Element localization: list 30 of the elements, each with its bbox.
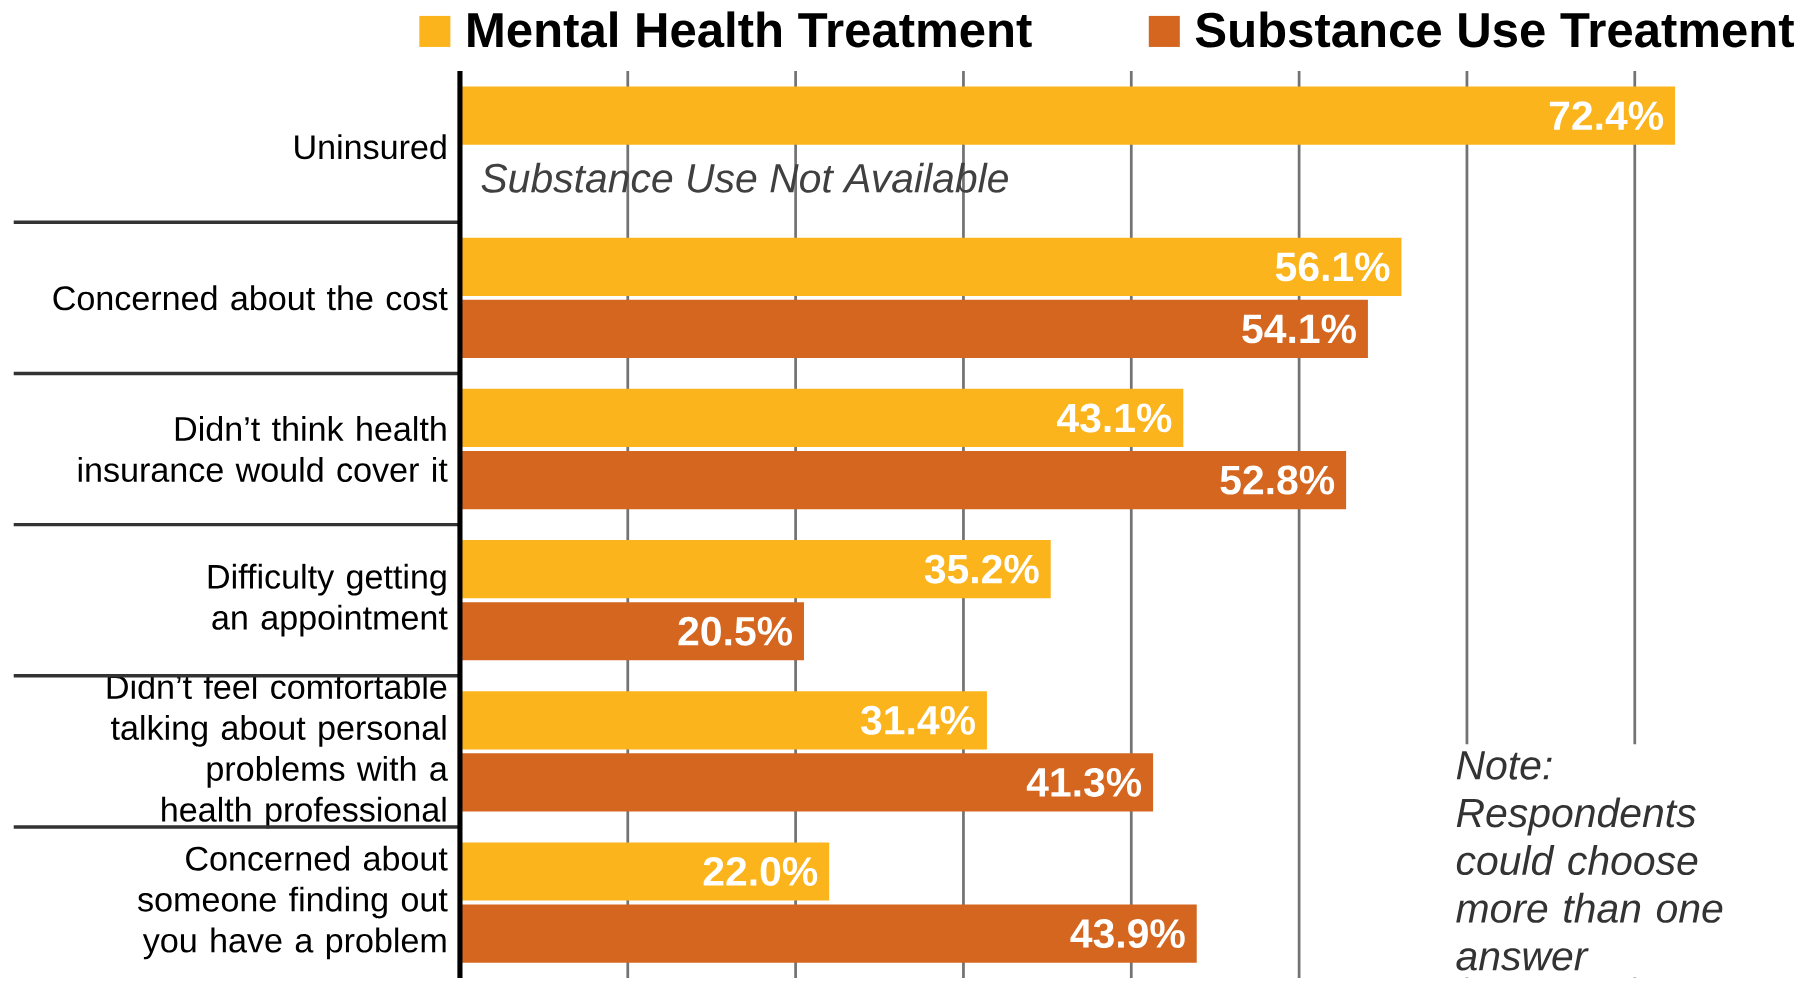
y-tick-label: Difficulty getting an appointment xyxy=(208,564,448,637)
legend-label: Mental Health Treatment xyxy=(468,11,1032,48)
data-label: 72.4% xyxy=(1549,101,1664,131)
y-tick-label: Concerned about someone finding out you have a problem xyxy=(138,845,448,960)
data-label: 54.1% xyxy=(1242,314,1356,344)
data-label: 56.1% xyxy=(1275,252,1390,282)
data-label: 41.3% xyxy=(1026,768,1142,798)
data-label: 20.5% xyxy=(678,617,792,646)
data-label: 35.2% xyxy=(924,554,1039,584)
bar xyxy=(459,540,1051,599)
data-label: 31.4% xyxy=(860,706,975,736)
bar xyxy=(459,451,1347,510)
bar xyxy=(459,237,1402,297)
data-label: 43.1% xyxy=(1057,403,1172,433)
y-tick-label: Didn’t think health insurance would cover it xyxy=(78,416,448,483)
bar xyxy=(459,389,1184,448)
bar xyxy=(459,904,1197,963)
annotation: Note: Respondents could choose more than one answer xyxy=(1456,751,1723,971)
bar xyxy=(459,300,1368,359)
data-label: 43.9% xyxy=(1070,919,1185,949)
data-label: 22.0% xyxy=(703,857,818,887)
bar xyxy=(459,842,830,901)
data-label: 52.8% xyxy=(1220,465,1335,495)
y-tick-label: Uninsured xyxy=(295,134,446,160)
bar xyxy=(459,753,1154,812)
legend-label: Substance Use Treatment xyxy=(1195,11,1794,48)
bar xyxy=(459,602,805,661)
bar xyxy=(459,691,987,750)
bar xyxy=(459,86,1676,145)
y-tick-label: Concerned about the cost xyxy=(53,285,448,311)
